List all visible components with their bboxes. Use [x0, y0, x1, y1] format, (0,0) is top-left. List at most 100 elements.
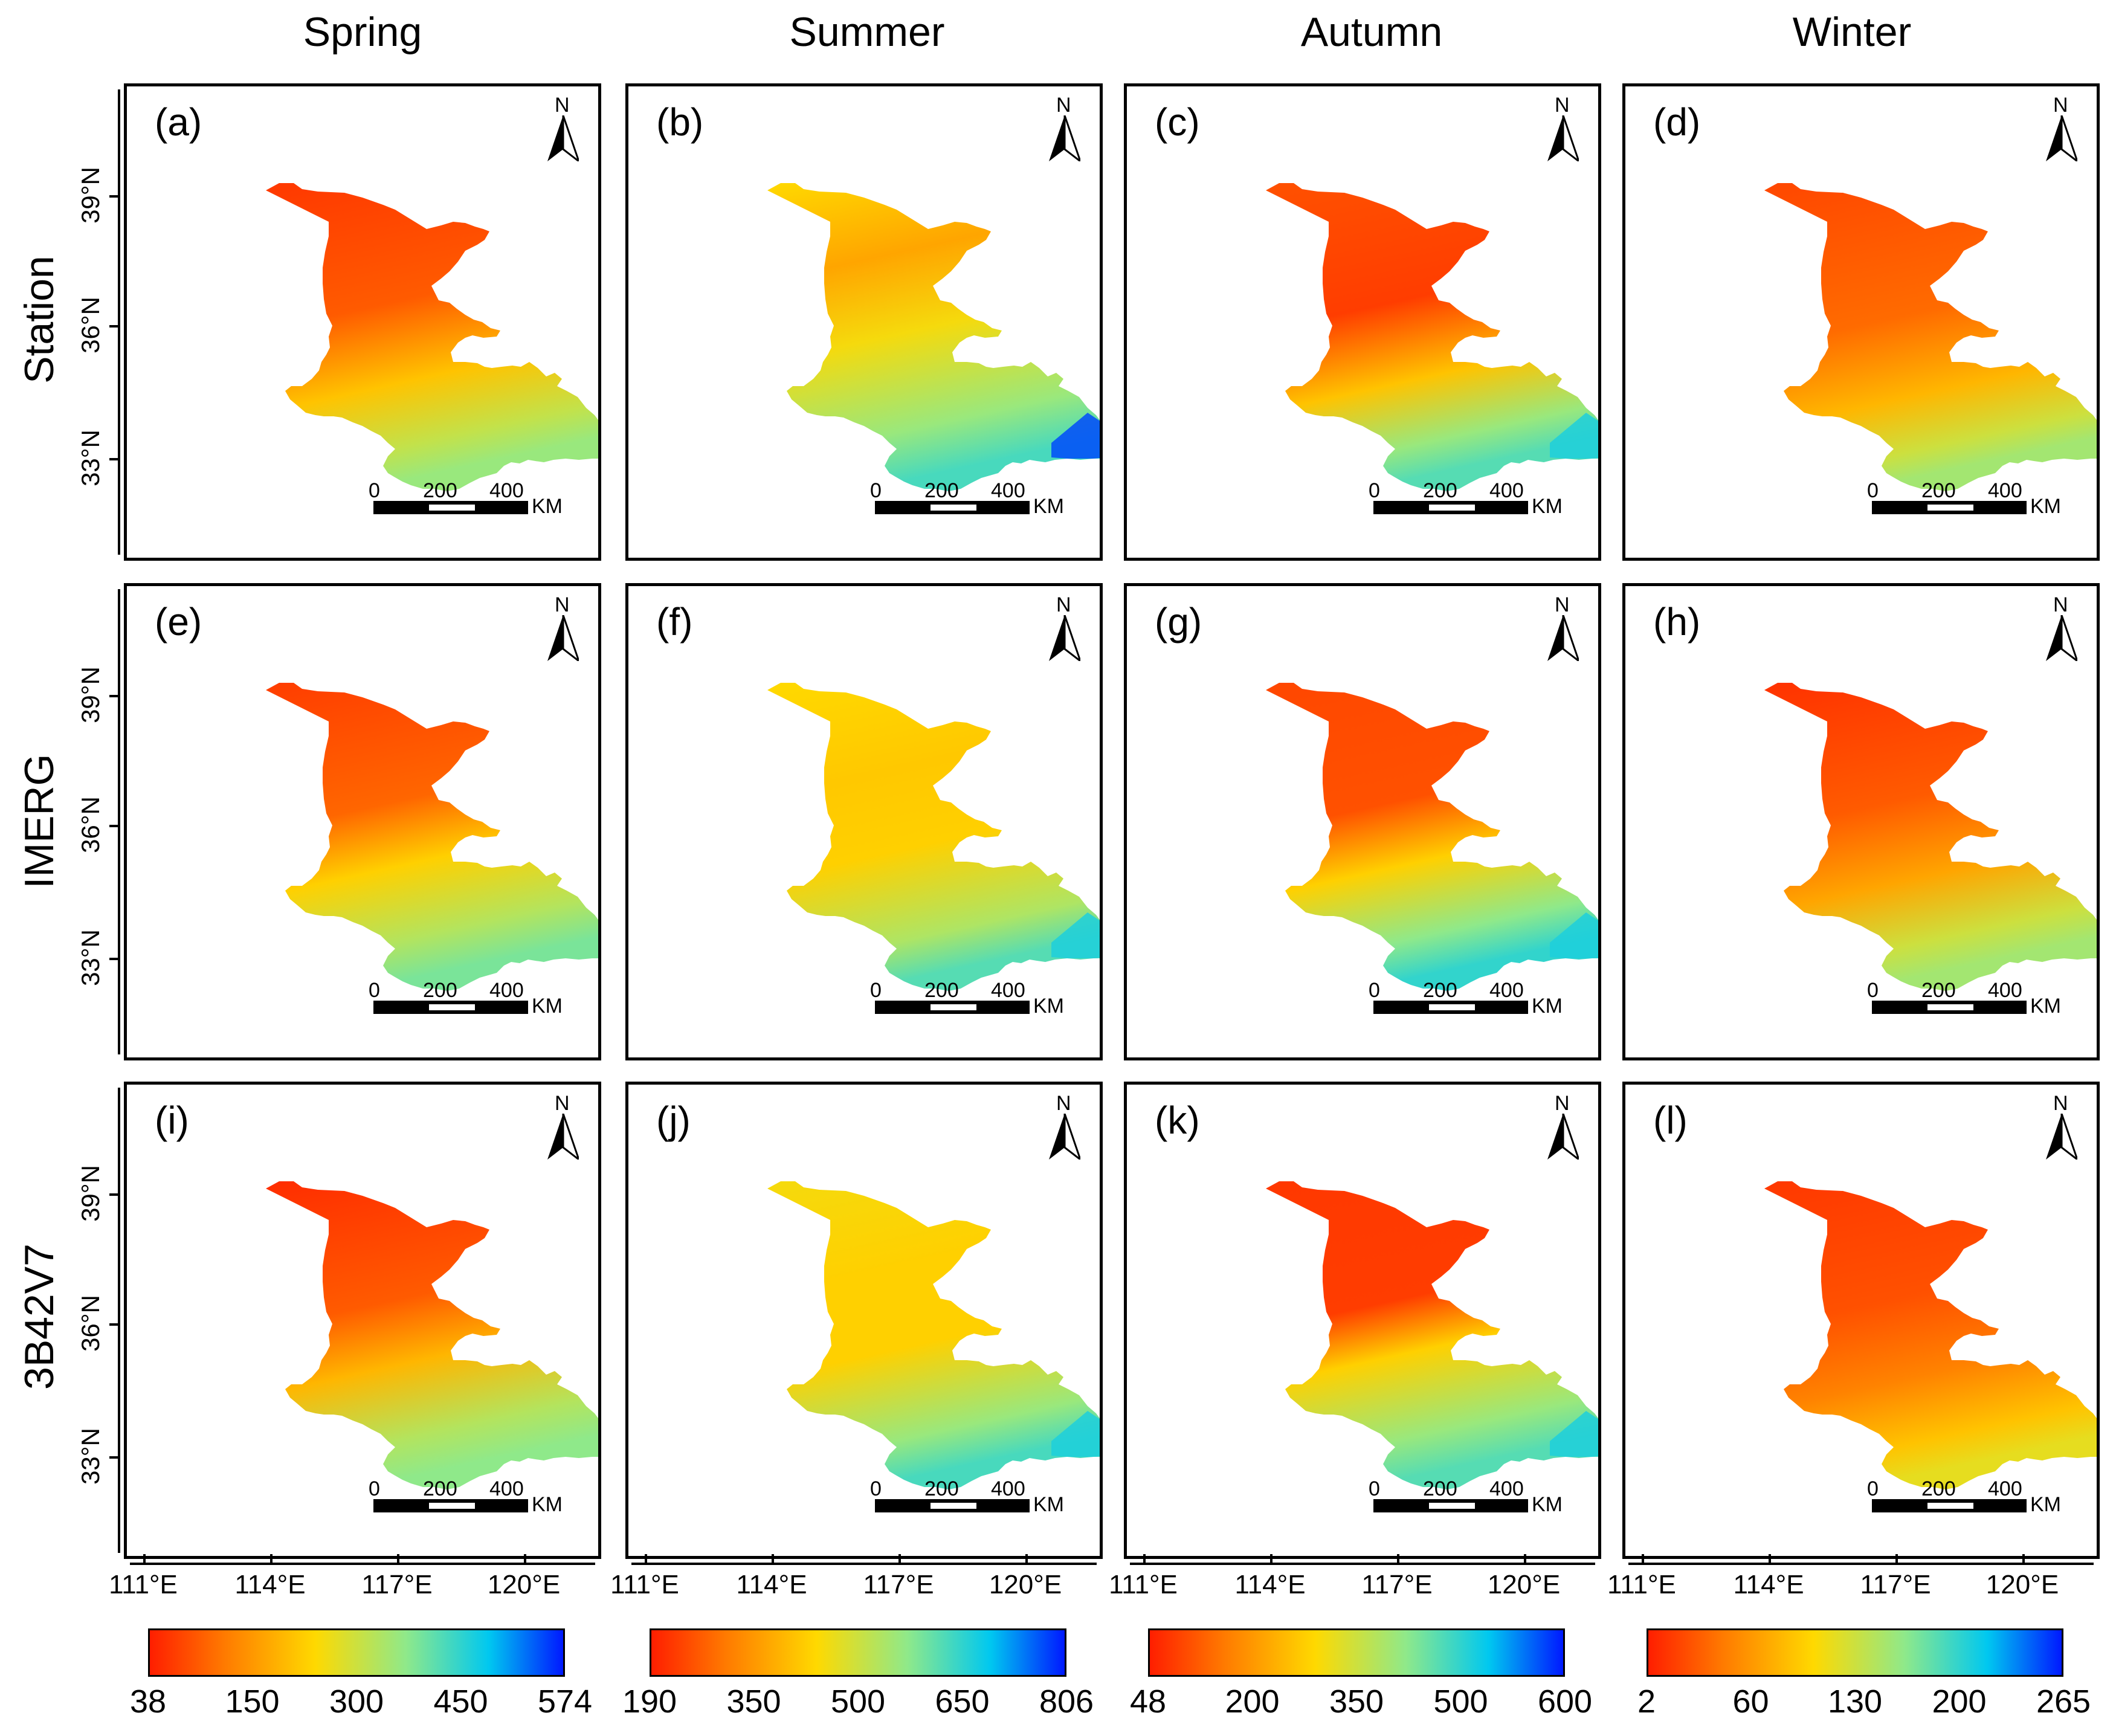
- region-shape: [266, 683, 598, 991]
- latitude-tick-mark: [109, 325, 119, 328]
- panel-label: (b): [656, 100, 704, 144]
- scale-bar: 0 200 400 KM: [1369, 479, 1574, 521]
- scale-bar: 0 200 400 KM: [1867, 979, 2072, 1021]
- north-arrow-shape: [1049, 615, 1080, 661]
- scale-bar-graphic: [1872, 1499, 2027, 1512]
- colorbar-tick-label: 190: [622, 1683, 677, 1720]
- precipitation-map: [767, 183, 1100, 491]
- latitude-tick-label: 36°N: [76, 1295, 105, 1352]
- scale-bar-tick: 200: [1921, 479, 1956, 502]
- panel-label: (l): [1653, 1099, 1688, 1142]
- scale-bar-tick: 400: [991, 1477, 1025, 1500]
- scale-bar: 0 200 400 KM: [369, 1477, 574, 1520]
- scale-bar-tick: 0: [1369, 479, 1380, 502]
- scale-bar-tick: 400: [1489, 479, 1524, 502]
- longitude-tick-label: 111°E: [1109, 1570, 1178, 1599]
- colorbar-winter: [1647, 1628, 2063, 1677]
- north-arrow-icon: N: [2041, 94, 2083, 166]
- map-panel-a: (a) N 0 200 400 KM: [124, 83, 601, 561]
- scale-bar-tick: 200: [1921, 979, 1956, 1002]
- north-arrow-shape: [2046, 615, 2077, 661]
- scale-bar-tick: 0: [870, 979, 882, 1002]
- longitude-tick-label: 120°E: [1985, 1570, 2059, 1599]
- latitude-tick-mark: [109, 458, 119, 460]
- scale-bar-unit: KM: [2030, 495, 2061, 518]
- panel-label: (g): [1155, 600, 1202, 644]
- precipitation-map: [767, 1181, 1100, 1489]
- north-arrow-shape: [1547, 115, 1579, 161]
- scale-bar: 0 200 400 KM: [369, 979, 574, 1021]
- high-value-area: [1051, 413, 1100, 459]
- scale-bar: 0 200 400 KM: [870, 479, 1076, 521]
- colorbar-tick-label: 806: [1039, 1683, 1094, 1720]
- precipitation-map: [1266, 183, 1598, 491]
- latitude-tick-label: 33°N: [76, 929, 105, 986]
- longitude-axis-line: [1628, 1563, 2094, 1565]
- longitude-tick-mark: [1524, 1554, 1526, 1564]
- scale-bar-tick: 200: [423, 479, 457, 502]
- region-shape: [1764, 183, 2097, 491]
- scale-bar: 0 200 400 KM: [870, 979, 1076, 1021]
- panel-label: (c): [1155, 100, 1200, 144]
- map-panel-i: (i) N 0 200 400 KM: [124, 1082, 601, 1559]
- latitude-tick-mark: [109, 825, 119, 827]
- high-value-area: [1550, 413, 1598, 459]
- colorbar-tick-label: 500: [1433, 1683, 1488, 1720]
- longitude-tick-mark: [397, 1554, 399, 1564]
- precipitation-map: [767, 683, 1100, 991]
- north-arrow-shape: [2046, 115, 2077, 161]
- column-title-autumn: Autumn: [1300, 9, 1443, 55]
- precipitation-map: [266, 1181, 598, 1489]
- longitude-tick-mark: [1143, 1554, 1146, 1564]
- scale-bar-tick: 200: [924, 1477, 959, 1500]
- colorbar-tick-label: 150: [225, 1683, 280, 1720]
- north-arrow-shape: [1547, 1114, 1579, 1160]
- north-label: N: [2053, 1092, 2068, 1115]
- scale-bar: 0 200 400 KM: [1867, 1477, 2072, 1520]
- scale-bar-tick: 0: [369, 479, 380, 502]
- scale-bar-unit: KM: [1033, 495, 1064, 518]
- latitude-tick-label: 36°N: [76, 796, 105, 853]
- latitude-axis-line: [118, 1088, 120, 1553]
- scale-bar: 0 200 400 KM: [1369, 1477, 1574, 1520]
- north-arrow-icon: N: [1543, 1092, 1585, 1164]
- north-label: N: [555, 1092, 570, 1115]
- scale-bar-graphic: [373, 501, 528, 514]
- scale-bar-tick: 0: [369, 1477, 380, 1500]
- north-arrow-icon: N: [543, 593, 585, 666]
- colorbar-tick-label: 450: [433, 1683, 488, 1720]
- region-shape: [1266, 1181, 1598, 1489]
- scale-bar-tick: 400: [1988, 979, 2022, 1002]
- latitude-tick-mark: [109, 1456, 119, 1459]
- longitude-tick-mark: [2022, 1554, 2025, 1564]
- scale-bar-tick: 200: [924, 979, 959, 1002]
- scale-bar-tick: 0: [1369, 1477, 1380, 1500]
- longitude-tick-mark: [1642, 1554, 1644, 1564]
- latitude-tick-mark: [109, 695, 119, 697]
- column-title-winter: Winter: [1792, 9, 1912, 55]
- north-label: N: [1056, 94, 1071, 117]
- precipitation-map: [1266, 1181, 1598, 1489]
- north-arrow-icon: N: [1044, 94, 1086, 166]
- latitude-tick-label: 36°N: [76, 297, 105, 353]
- colorbar-autumn: [1148, 1628, 1565, 1677]
- panel-label: (k): [1155, 1099, 1200, 1142]
- latitude-tick-label: 39°N: [76, 1165, 105, 1222]
- map-panel-e: (e) N 0 200 400 KM: [124, 583, 601, 1060]
- longitude-axis-line: [631, 1563, 1097, 1565]
- scale-bar-tick: 0: [1369, 979, 1380, 1002]
- scale-bar-tick: 200: [1423, 1477, 1457, 1500]
- scale-bar-tick: 400: [489, 1477, 524, 1500]
- column-title-summer: Summer: [789, 9, 945, 55]
- north-arrow-shape: [1547, 615, 1579, 661]
- map-panel-h: (h) N 0 200 400 KM: [1622, 583, 2100, 1060]
- north-arrow-icon: N: [2041, 1092, 2083, 1164]
- scale-bar-unit: KM: [1532, 995, 1563, 1018]
- longitude-tick-label: 111°E: [610, 1570, 679, 1599]
- longitude-tick-label: 111°E: [1607, 1570, 1676, 1599]
- map-panel-c: (c) N 0 200 400 KM: [1124, 83, 1601, 561]
- north-label: N: [2053, 593, 2068, 616]
- north-arrow-shape: [547, 615, 579, 661]
- north-arrow-icon: N: [2041, 593, 2083, 666]
- latitude-tick-label: 39°N: [76, 666, 105, 723]
